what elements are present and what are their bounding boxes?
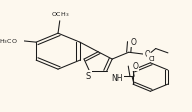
Text: Cl: Cl [148,55,155,61]
Text: H$_3$CO: H$_3$CO [0,37,18,45]
Text: O: O [144,50,150,59]
Text: O: O [132,62,138,71]
Text: NH: NH [112,73,123,82]
Text: S: S [86,71,91,80]
Text: O: O [131,37,137,46]
Text: OCH$_3$: OCH$_3$ [51,10,69,19]
